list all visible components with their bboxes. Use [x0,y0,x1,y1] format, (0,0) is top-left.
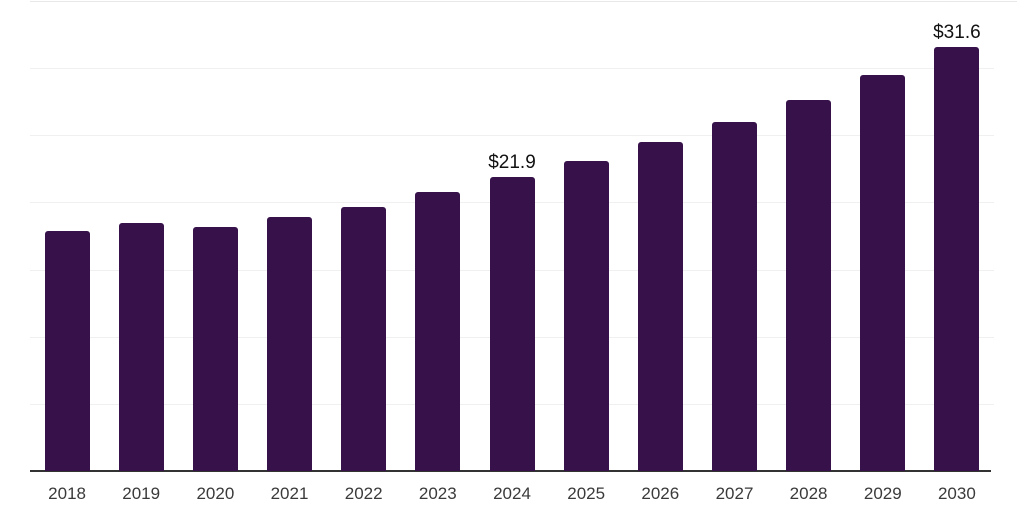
x-tick-label-2018: 2018 [48,484,87,503]
x-tick-label-2030: 2030 [937,484,976,503]
x-tick-label-2026: 2026 [641,484,680,503]
x-tick-label-2025: 2025 [567,484,606,503]
bar-2025 [563,160,609,471]
x-axis-line [30,470,991,472]
x-tick-label-2024: 2024 [493,484,531,503]
bar-2030 [934,46,980,471]
bar-2023 [415,191,461,471]
bar-2027 [712,121,757,471]
gridline-35 [30,1,1017,2]
bar-2029 [860,74,906,471]
bar-2019 [118,222,164,471]
bar-2022 [341,206,387,471]
bar-2024 [489,176,535,471]
x-tick-label-2020: 2020 [196,484,235,503]
x-tick-label-2029: 2029 [863,484,902,503]
x-tick-label-2023: 2023 [418,484,457,503]
x-tick-label-2027: 2027 [715,484,754,503]
bar-2021 [267,217,312,471]
bar-2028 [786,100,832,471]
x-tick-label-2019: 2019 [122,484,161,503]
value-label-2030: $31.6 [933,21,981,43]
x-tick-label-2022: 2022 [344,484,383,503]
x-tick-label-2028: 2028 [789,484,828,503]
value-label-2024: $21.9 [488,151,536,173]
bar-2018 [44,230,90,471]
bar-2026 [637,142,683,471]
bar-2020 [192,226,238,471]
gridline-25 [30,135,994,136]
x-tick-label-2021: 2021 [270,484,309,503]
gridline-30 [30,68,994,69]
